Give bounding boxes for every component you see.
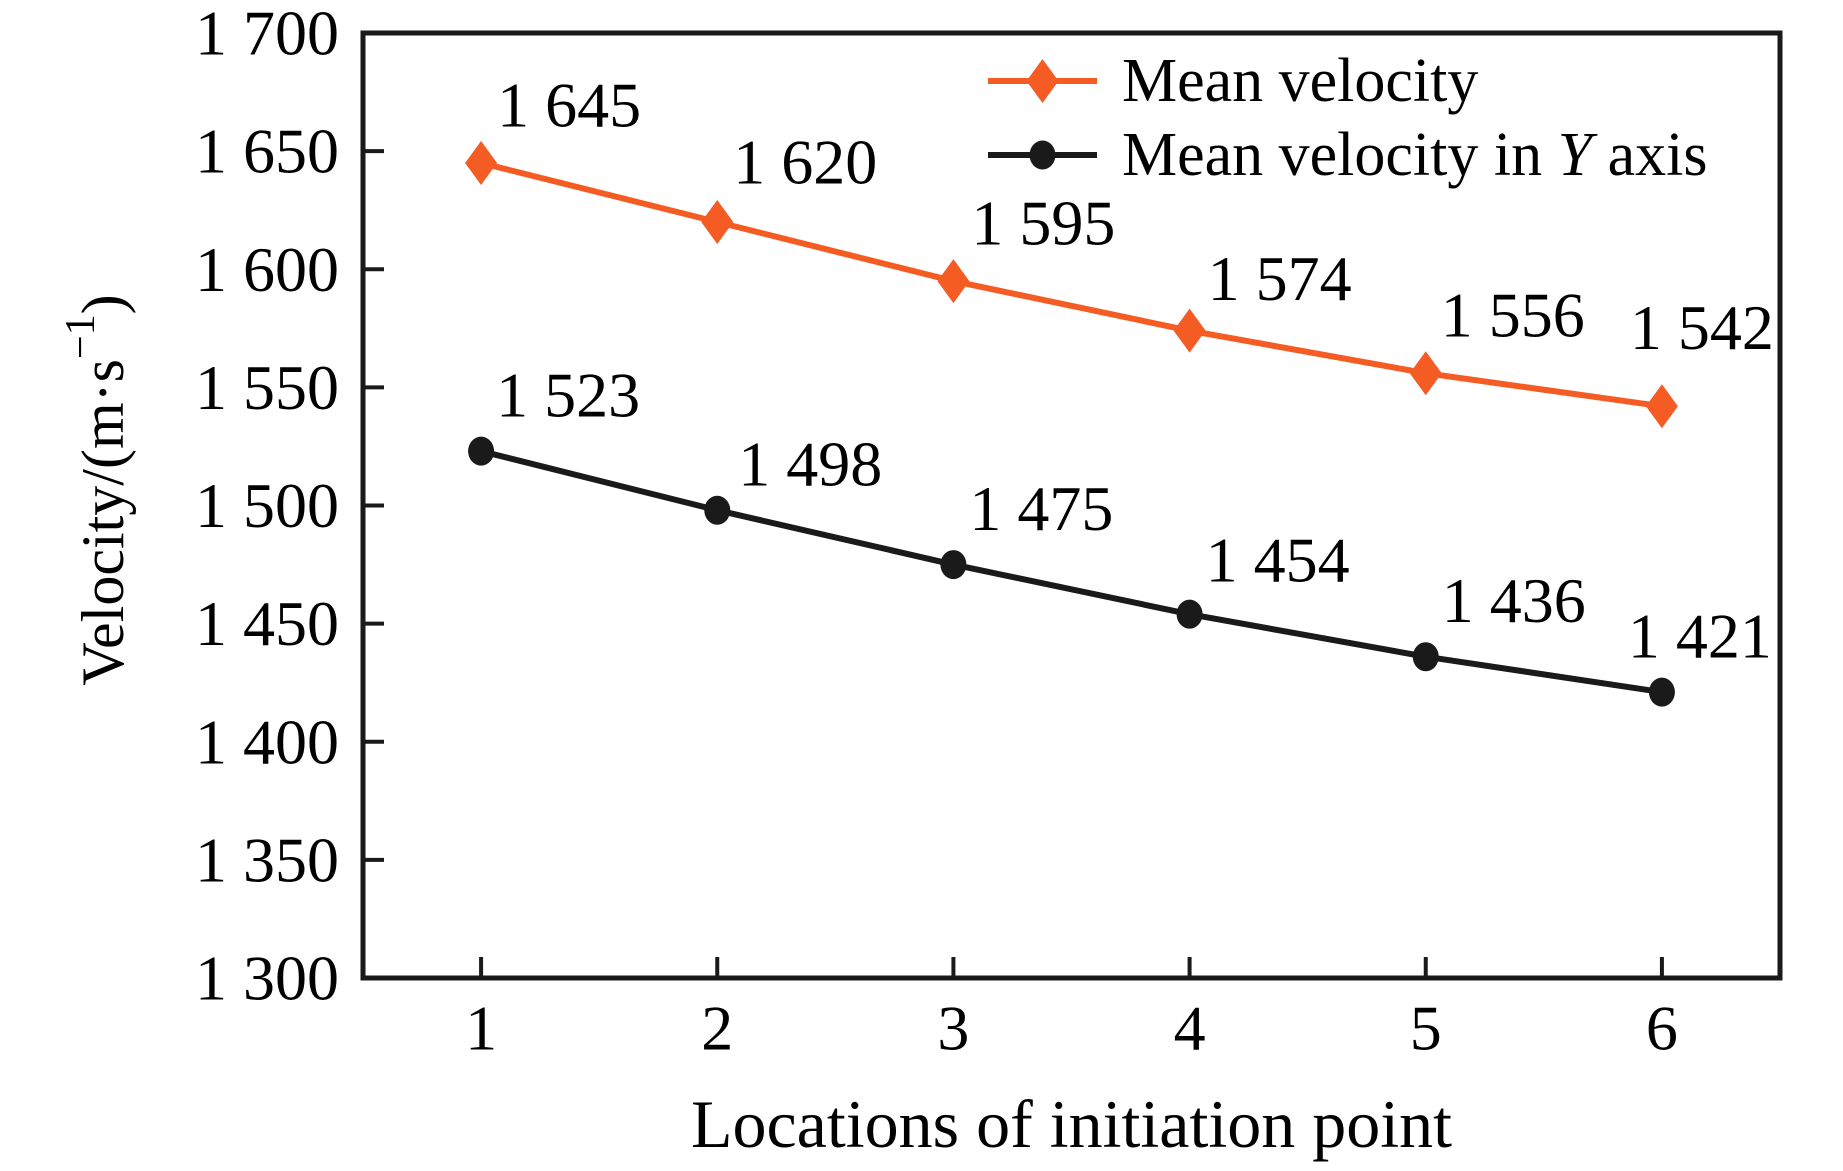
data-point-marker-mean-velocity: [1173, 308, 1206, 353]
data-point-label: 1 542: [1630, 292, 1774, 363]
data-point-label: 1 574: [1208, 243, 1352, 314]
y-axis-tick-label: 1 500: [195, 470, 339, 541]
legend-diamond-icon: [1026, 59, 1059, 103]
data-point-label: 1 454: [1206, 525, 1350, 596]
y-axis-tick-label: 1 550: [195, 352, 339, 423]
data-point-marker-mean-velocity: [1409, 351, 1442, 396]
y-axis-tick-label: 1 600: [195, 234, 339, 305]
data-point-marker-mean-velocity-in-y-axis: [468, 436, 495, 466]
data-point-label: 1 556: [1441, 280, 1585, 351]
data-point-marker-mean-velocity: [937, 259, 970, 304]
x-axis-tick-label: 5: [1410, 993, 1442, 1064]
y-axis-tick-label: 1 400: [195, 706, 339, 777]
legend-entry: Mean velocity: [988, 47, 1478, 115]
data-point-marker-mean-velocity-in-y-axis: [940, 550, 967, 580]
series-mean-velocity: 1 645 1 620 1 595 1 574 1 556 1 542: [465, 69, 1774, 429]
data-point-marker-mean-velocity: [465, 140, 498, 185]
data-point-marker-mean-velocity: [701, 200, 734, 244]
x-axis-tick-label: 1: [465, 993, 497, 1064]
y-axis-title: Velocity/(m·s−1): [58, 294, 136, 685]
data-point-label: 1 620: [733, 127, 877, 198]
y-axis-tick-label: 1 450: [195, 588, 339, 659]
x-axis-tick-label: 3: [937, 993, 969, 1064]
data-point-marker-mean-velocity: [1645, 384, 1678, 429]
data-point-label: 1 523: [496, 360, 640, 431]
x-axis-tick-label: 4: [1174, 993, 1206, 1064]
legend-label: Mean velocity: [1122, 47, 1478, 115]
legend-label: Mean velocity in Y axis: [1122, 121, 1707, 189]
data-point-label: 1 436: [1442, 565, 1586, 636]
series-line-mean-velocity: [480, 160, 1663, 410]
legend-entry: Mean velocity in Y axis: [988, 121, 1707, 189]
data-point-marker-mean-velocity-in-y-axis: [1412, 642, 1439, 672]
y-axis-tick-label: 1 700: [195, 0, 339, 69]
data-point-label: 1 595: [971, 188, 1115, 259]
data-point-label: 1 645: [497, 69, 641, 140]
data-point-label: 1 498: [738, 429, 882, 500]
data-point-label: 1 421: [1628, 601, 1772, 672]
x-axis-tick-label: 6: [1646, 993, 1678, 1064]
series-line-mean-velocity-in-y-axis: [480, 448, 1663, 696]
data-point-marker-mean-velocity-in-y-axis: [704, 495, 731, 525]
x-axis-tick-label: 2: [701, 993, 733, 1064]
plot-border: [360, 30, 1783, 981]
legend-circle-icon: [1029, 140, 1056, 170]
data-point-marker-mean-velocity-in-y-axis: [1648, 677, 1675, 707]
data-point-marker-mean-velocity-in-y-axis: [1176, 599, 1203, 629]
series-mean-velocity-in-y-axis: 1 523 1 498 1 475 1 454 1 436 1 421: [468, 360, 1772, 707]
y-axis-tick-label: 1 350: [195, 824, 339, 895]
x-axis-title: Locations of initiation point: [691, 1086, 1452, 1162]
y-axis-tick-label: 1 300: [195, 943, 339, 1014]
y-axis-tick-label: 1 650: [195, 116, 339, 187]
data-point-label: 1 475: [969, 473, 1113, 544]
